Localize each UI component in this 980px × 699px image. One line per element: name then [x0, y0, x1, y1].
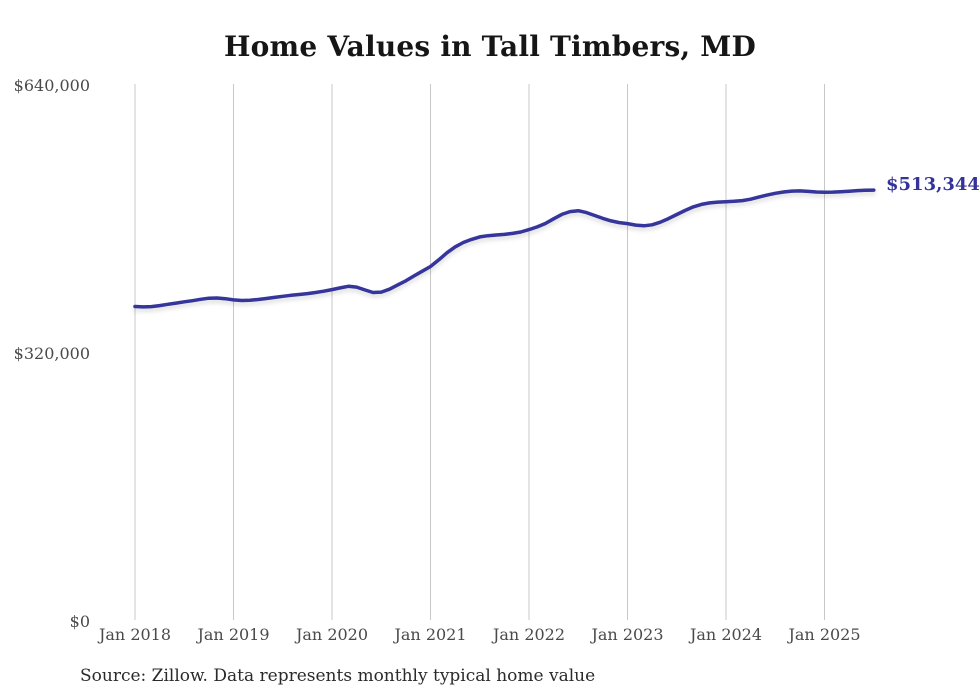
source-note: Source: Zillow. Data represents monthly …: [80, 666, 596, 686]
end-value-label: $513,344: [886, 174, 980, 195]
x-tick-label: Jan 2022: [492, 625, 566, 644]
x-tick-label: Jan 2019: [197, 625, 270, 644]
y-tick-label: $0: [69, 612, 90, 631]
x-tick-label: Jan 2020: [295, 625, 369, 644]
x-tick-label: Jan 2024: [689, 625, 763, 644]
y-tick-label: $320,000: [13, 344, 90, 363]
y-tick-label: $640,000: [13, 76, 90, 95]
x-tick-label: Jan 2023: [591, 625, 664, 644]
home-value-line: [133, 188, 876, 309]
x-tick-label: Jan 2021: [394, 625, 467, 644]
chart-title: Home Values in Tall Timbers, MD: [224, 30, 756, 63]
year-gridlines: [134, 84, 825, 620]
x-tick-label: Jan 2025: [788, 625, 861, 644]
x-tick-label: Jan 2018: [98, 625, 172, 644]
